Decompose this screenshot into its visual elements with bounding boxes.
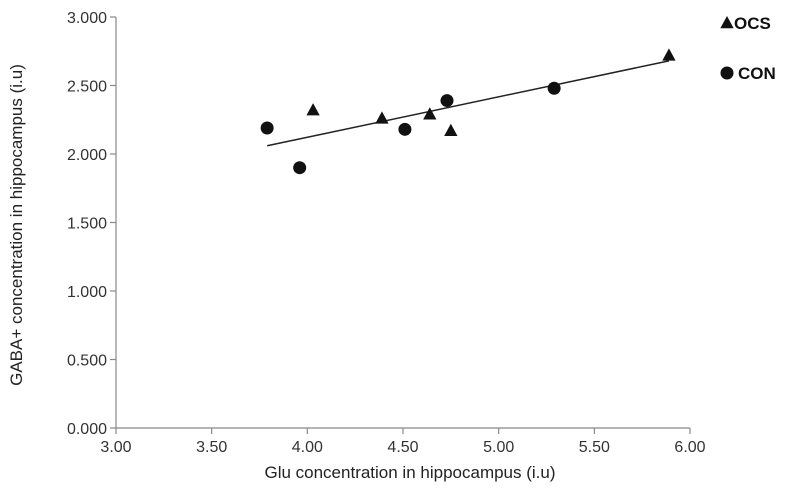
axes (115, 17, 690, 429)
x-tick-label: 4.50 (387, 439, 418, 456)
x-tick-label: 5.50 (579, 439, 610, 456)
y-axis-title: GABA+ concentration in hippocampus (i.u) (7, 64, 26, 386)
data-point-con (440, 94, 454, 108)
trendline (266, 60, 670, 147)
y-tick-label: 3.000 (67, 10, 107, 27)
data-point-con (547, 81, 561, 95)
legend: OCS CON (720, 14, 776, 83)
legend-item-con: CON (720, 64, 776, 83)
data-point-ocs (306, 103, 320, 116)
x-tick-label: 6.00 (674, 439, 705, 456)
data-point-con (260, 121, 274, 135)
legend-triangle-marker (720, 16, 734, 29)
data-point-ocs (423, 107, 437, 120)
data-point-con (398, 122, 412, 136)
x-tick-label: 5.00 (483, 439, 514, 456)
y-axis-ticks: 0.000 0.500 1.000 1.500 2.000 2.500 3.000 (67, 10, 116, 438)
x-axis-title: Glu concentration in hippocampus (i.u) (264, 463, 555, 482)
x-axis-ticks: 3.00 3.50 4.00 4.50 5.00 5.50 6.00 (100, 428, 706, 456)
y-tick-label: 0.000 (67, 421, 107, 438)
legend-label-con: CON (738, 64, 776, 83)
legend-label-ocs: OCS (734, 14, 771, 33)
x-tick-label: 3.50 (196, 439, 227, 456)
x-tick-label: 4.00 (292, 439, 323, 456)
y-tick-label: 1.500 (67, 216, 107, 233)
data-point-ocs (375, 111, 389, 124)
data-points (260, 48, 676, 175)
x-tick-label: 3.00 (100, 439, 131, 456)
data-point-con (293, 161, 307, 175)
y-tick-label: 2.000 (67, 147, 107, 164)
y-tick-label: 2.500 (67, 79, 107, 96)
legend-item-ocs: OCS (720, 14, 771, 33)
y-tick-label: 1.000 (67, 284, 107, 301)
data-point-ocs (444, 123, 458, 136)
y-tick-label: 0.500 (67, 353, 107, 370)
data-point-ocs (662, 48, 676, 61)
legend-circle-marker (720, 66, 734, 80)
